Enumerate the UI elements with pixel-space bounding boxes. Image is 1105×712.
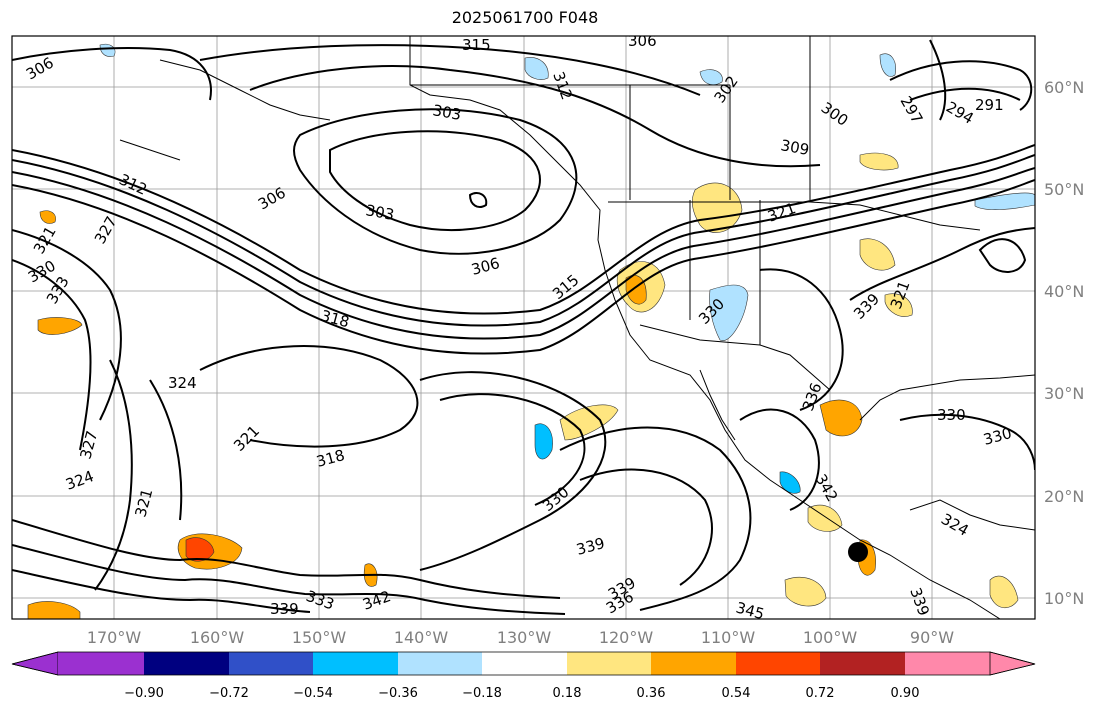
map-area: [12, 36, 1035, 619]
colorbar-swatch: [398, 652, 482, 675]
colorbar-tick-label: −0.18: [462, 686, 502, 701]
colorbar-swatch: [820, 652, 905, 675]
contour-label: 339: [270, 600, 299, 618]
colorbar-swatch: [313, 652, 398, 675]
lat-axis: 60°N 50°N 40°N 30°N 20°N 10°N: [1044, 78, 1084, 608]
map-border: [11, 35, 1036, 620]
contour-label: 309: [779, 136, 810, 159]
colorbar-tick-label: −0.54: [293, 686, 333, 701]
lat-tick-label: 60°N: [1044, 78, 1084, 97]
lon-axis: 170°W 160°W 150°W 140°W 130°W 120°W 110°…: [87, 628, 954, 647]
lon-tick-label: 160°W: [190, 628, 245, 647]
colorbar-tick-label: 0.90: [891, 686, 920, 701]
storm-marker-icon: [848, 542, 868, 562]
colorbar-tick-label: 0.54: [722, 686, 751, 701]
lat-tick-label: 50°N: [1044, 180, 1084, 199]
colorbar-tick-label: 0.72: [806, 686, 835, 701]
contour-label: 330: [937, 406, 966, 424]
colorbar-swatch: [58, 652, 144, 675]
contour-label: 291: [975, 96, 1004, 114]
colorbar-swatch: [905, 652, 990, 675]
contour-label: 303: [431, 101, 462, 124]
lat-tick-label: 20°N: [1044, 487, 1084, 506]
lat-tick-label: 40°N: [1044, 282, 1084, 301]
colorbar-swatch: [482, 652, 567, 675]
contour-label: 303: [364, 201, 395, 224]
lon-tick-label: 150°W: [292, 628, 347, 647]
lon-tick-label: 170°W: [87, 628, 142, 647]
contour-label: 324: [168, 374, 197, 392]
lat-tick-label: 30°N: [1044, 384, 1084, 403]
lat-tick-label: 10°N: [1044, 589, 1084, 608]
colorbar-extend-low: [11, 651, 59, 676]
colorbar-swatch: [144, 652, 229, 675]
lon-tick-label: 140°W: [394, 628, 449, 647]
lon-tick-label: 130°W: [497, 628, 552, 647]
shaded-fields: [27, 43, 1035, 619]
lon-tick-label: 110°W: [701, 628, 756, 647]
colorbar: −0.90 −0.72 −0.54 −0.36 −0.18 0.18 0.36 …: [11, 651, 1036, 701]
contour-lines: [12, 39, 1035, 615]
colorbar-tick-label: −0.72: [209, 686, 249, 701]
colorbar-swatch: [736, 652, 820, 675]
contour-label: 306: [628, 32, 657, 50]
contour-label: 345: [734, 598, 766, 623]
lon-tick-label: 120°W: [599, 628, 654, 647]
lon-tick-label: 90°W: [910, 628, 954, 647]
contour-label: 315: [462, 36, 491, 54]
colorbar-swatch: [229, 652, 313, 675]
colorbar-tick-label: 0.18: [553, 686, 582, 701]
colorbar-tick-label: 0.36: [637, 686, 666, 701]
colorbar-extend-high: [989, 651, 1036, 676]
lon-tick-label: 100°W: [803, 628, 858, 647]
map-title: 2025061700 F048: [451, 8, 599, 27]
colorbar-tick-label: −0.90: [124, 686, 164, 701]
colorbar-swatch: [567, 652, 651, 675]
coastlines: [119, 36, 1035, 619]
colorbar-tick-label: −0.36: [378, 686, 418, 701]
colorbar-swatch: [651, 652, 736, 675]
